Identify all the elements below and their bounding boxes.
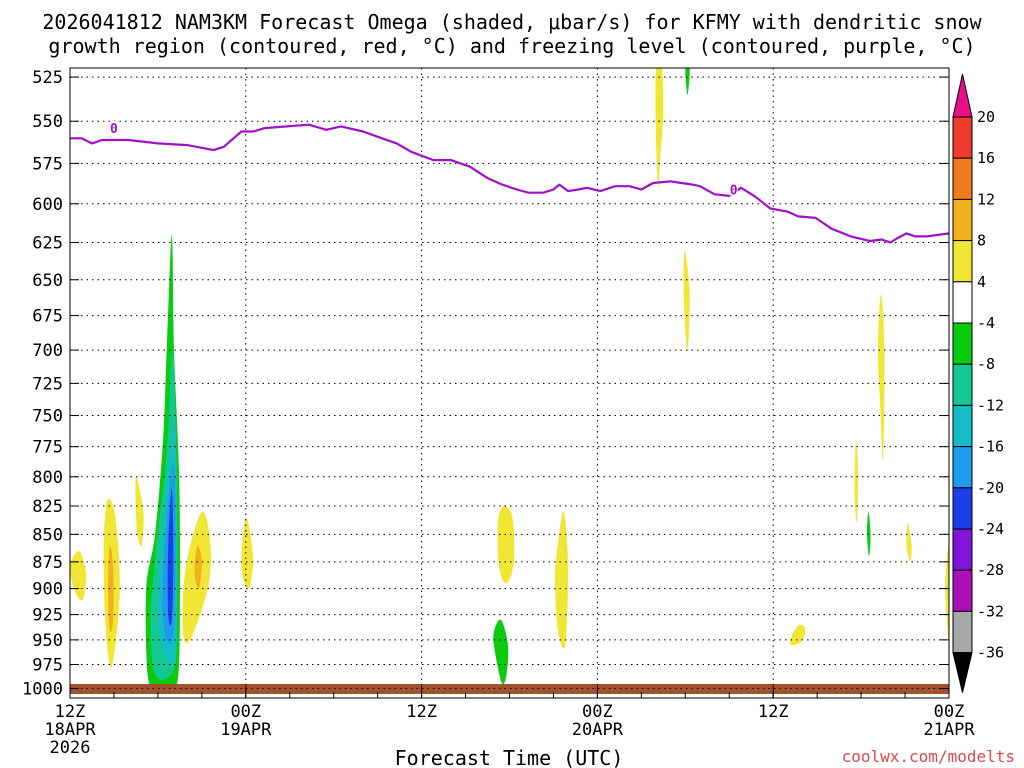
x-tick-label: 20APR [572,720,624,740]
y-tick-label: 875 [32,553,63,573]
omega-orange-2 [108,544,114,632]
colorbar-label: -20 [977,479,1004,497]
chart-title-line-1: 2026041812 NAM3KM Forecast Omega (shaded… [42,10,982,34]
omega-darkblue-core [167,488,174,626]
omega-colorbar: 20 16 12 8 4 -4 -8 -12 -16 -20 -24 -28 -32 -36 [952,73,1004,693]
omega-green-3 [685,68,690,95]
colorbar-label: 20 [977,108,995,126]
colorbar-label: -28 [977,561,1004,579]
y-tick-label: 775 [32,438,63,458]
colorbar-label: -24 [977,520,1004,538]
colorbar-segment [952,322,973,365]
colorbar-segment [952,198,973,242]
colorbar-segment [952,446,973,489]
freezing-label-background [729,182,738,196]
omega-shading-layer [70,68,949,691]
x-axis-label: Forecast Time (UTC) [395,746,624,768]
colorbar-label: 8 [977,232,986,250]
x-tick-label: 18APR [44,720,96,740]
omega-yellow-8 [655,68,664,188]
omega-yellow-13 [945,544,949,639]
y-tick-label: 550 [32,112,63,132]
y-axis-pressure: 525 550 575 600 625 650 675 700 725 750 775 800 825 8… [22,68,949,700]
omega-yellow-11 [854,440,859,524]
x-tick-label: 12Z [758,702,789,722]
x-tick-label: 00Z [582,702,613,722]
omega-yellow-3 [135,476,144,546]
omega-yellow-10 [877,294,885,460]
y-tick-label: 725 [32,374,63,394]
x-tick-label: 00Z [230,702,261,722]
colorbar-segment [952,569,973,612]
colorbar-label: -4 [977,314,995,332]
colorbar-label: -36 [977,644,1004,662]
y-tick-label: 600 [32,195,63,215]
colorbar-segment [952,528,973,571]
credit-link[interactable]: coolwx.com/modelts [842,747,1015,766]
y-tick-label: 975 [32,656,63,676]
x-tick-label: 12Z [406,702,437,722]
colorbar-segment [952,157,973,200]
omega-yellow-1 [70,550,87,601]
omega-yellow-12 [906,523,912,562]
freezing-level-line [70,123,950,244]
colorbar-label: -12 [977,396,1004,414]
x-tick-label: 00Z [934,702,965,722]
y-tick-label: 925 [32,606,63,626]
y-tick-label: 950 [32,631,63,651]
colorbar-label: -32 [977,602,1004,620]
y-tick-label: 800 [32,468,63,488]
ground-surface-bar [70,684,949,694]
freezing-level-layer: 00 [70,121,950,244]
omega-yellow-14 [790,624,806,646]
omega-yellow-6 [497,505,515,584]
freezing-level-label: 0 [730,183,738,198]
colorbar-top-arrow [952,73,973,118]
omega-yellow-9 [683,250,690,351]
colorbar-segment [952,116,973,159]
colorbar-segment [952,363,973,406]
x-tick-label: 19APR [220,720,272,740]
y-tick-label: 1000 [22,680,63,700]
y-tick-label: 900 [32,580,63,600]
x-tick-label: 2026 [50,738,91,758]
y-tick-label: 850 [32,525,63,545]
colorbar-segment [952,281,973,324]
colorbar-segment [952,404,973,448]
colorbar-label: 16 [977,149,995,167]
colorbar-segment [952,487,973,530]
x-tick-label: 21APR [923,720,975,740]
chart-title-line-2: growth region (contoured, red, °C) and f… [48,34,975,58]
y-tick-label: 625 [32,234,63,254]
y-tick-label: 825 [32,497,63,517]
y-tick-label: 675 [32,307,63,327]
freezing-level-label: 0 [110,122,118,137]
colorbar-bottom-arrow [952,652,973,693]
colorbar-label: 12 [977,190,995,208]
omega-yellow-7 [554,511,569,649]
colorbar-label: 4 [977,273,986,291]
omega-green-2 [493,619,509,685]
x-tick-label: 12Z [55,702,86,722]
y-tick-label: 650 [32,271,63,291]
y-tick-label: 700 [32,341,63,361]
freezing-label-background [109,121,118,135]
omega-yellow-5 [241,517,254,589]
colorbar-label: -8 [977,355,995,373]
omega-orange-4 [194,545,202,589]
y-tick-label: 575 [32,154,63,174]
y-tick-label: 750 [32,407,63,427]
y-tick-label: 525 [32,68,63,88]
colorbar-segment [952,610,973,654]
colorbar-segment [952,240,973,283]
colorbar-label: -16 [977,438,1004,456]
